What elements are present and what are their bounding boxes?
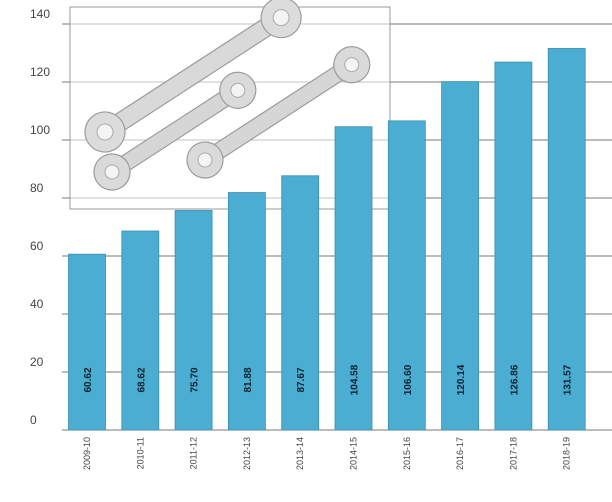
bar-data-label: 131.57 [563, 364, 574, 395]
x-tick-label: 2015-16 [402, 437, 412, 470]
y-tick-label: 140 [30, 7, 50, 21]
x-tick-label: 2018-19 [562, 437, 572, 470]
x-tick-label: 2011-12 [189, 437, 199, 469]
bar-data-label: 60.62 [83, 367, 94, 392]
bar-data-label: 106.60 [403, 364, 414, 395]
bar [228, 193, 265, 430]
y-tick-label: 80 [30, 181, 44, 195]
x-tick-label: 2012-13 [242, 437, 252, 470]
x-tick-label: 2010-11 [135, 437, 145, 469]
bar-data-label: 75.70 [190, 367, 201, 392]
bar [122, 231, 159, 430]
x-tick-label: 2009-10 [82, 437, 92, 470]
y-tick-label: 120 [30, 65, 50, 79]
x-tick-label: 2017-18 [508, 437, 518, 470]
bar-data-label: 81.88 [243, 367, 254, 392]
bar [175, 210, 212, 430]
bar-data-label: 104.58 [350, 364, 361, 395]
bar-data-label: 87.67 [296, 367, 307, 392]
bar-data-label: 120.14 [456, 364, 467, 395]
bar-data-label: 68.62 [136, 367, 147, 392]
y-tick-label: 0 [30, 413, 37, 427]
bar-data-label: 126.86 [509, 364, 520, 395]
y-tick-label: 100 [30, 123, 50, 137]
y-axis-ticks: 0 20 40 60 80 100 120 140 [30, 7, 50, 427]
y-tick-label: 60 [30, 239, 44, 253]
y-tick-label: 20 [30, 355, 44, 369]
x-tick-label: 2014-15 [349, 437, 359, 470]
x-tick-label: 2013-14 [295, 437, 305, 470]
x-axis-ticks: 2009-10 2010-11 2011-12 2012-13 2013-14 2014-… [82, 437, 572, 470]
bar [69, 254, 106, 430]
y-tick-label: 40 [30, 297, 44, 311]
x-tick-label: 2016-17 [455, 437, 465, 470]
